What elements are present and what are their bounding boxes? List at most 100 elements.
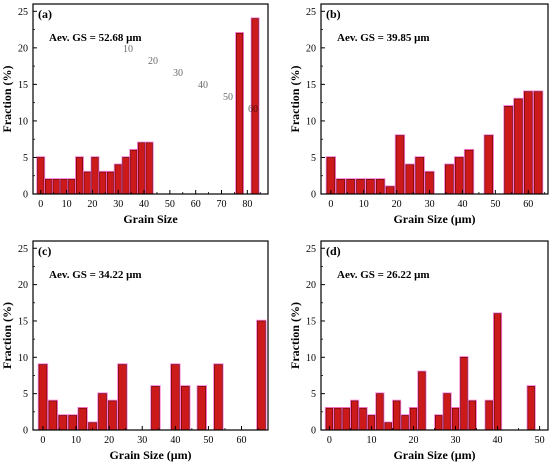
x-tick-label: 10: [71, 435, 81, 446]
y-tick-label: 25: [18, 244, 28, 255]
x-tick-label: 20: [104, 435, 114, 446]
bar: [376, 393, 384, 431]
bar: [68, 415, 77, 431]
x-axis-label: Grain Size (μm): [109, 448, 191, 462]
panel-c: 0 5 10 15 20 25 0 10 20 30 40 50 60 (c) Aev. GS = 34.2…: [0, 240, 269, 462]
bar: [435, 415, 443, 431]
y-tick-label: 15: [306, 316, 316, 327]
plot-frame: [32, 240, 269, 431]
bar: [484, 135, 494, 195]
faint-label: 20: [148, 56, 158, 67]
x-tick-label: 10: [366, 435, 376, 446]
y-tick-label: 25: [306, 244, 316, 255]
x-tick-label: 0: [327, 435, 332, 446]
faint-label: 50: [223, 92, 233, 103]
bar: [443, 393, 451, 431]
bar: [460, 357, 468, 431]
bar: [393, 400, 401, 431]
bar: [91, 157, 99, 195]
bar: [197, 386, 207, 431]
faint-label: 10: [123, 44, 133, 55]
x-tick-label: 0: [328, 199, 333, 210]
panel-tag: (a): [38, 7, 52, 21]
x-tick-label: 20: [392, 199, 402, 210]
bar: [334, 407, 342, 431]
y-tick-label: 15: [18, 80, 28, 91]
bar: [524, 91, 533, 195]
annotation: Aev. GS = 39.85 μm: [337, 32, 430, 44]
y-tick-label: 10: [18, 353, 28, 364]
x-tick-label: 40: [493, 435, 503, 446]
y-tick-label: 10: [306, 353, 316, 364]
x-tick-label: 20: [408, 435, 418, 446]
bar: [401, 415, 409, 431]
y-tick-label: 5: [23, 389, 28, 400]
bar: [257, 320, 266, 431]
bar: [418, 371, 426, 431]
bar: [356, 179, 365, 195]
y-tick-label: 25: [18, 7, 28, 18]
annotation: Aev. GS = 26.22 μm: [337, 269, 430, 281]
y-tick-label: 10: [18, 116, 28, 127]
x-tick-label: 40: [170, 435, 180, 446]
bar: [118, 364, 127, 431]
x-tick-label: 40: [139, 199, 149, 210]
x-tick-label: 0: [40, 435, 45, 446]
x-tick-label: 60: [237, 435, 247, 446]
plot-frame: [320, 3, 549, 195]
bar: [375, 179, 385, 195]
bar: [395, 135, 405, 195]
y-tick-label: 20: [306, 43, 316, 54]
bar: [78, 407, 87, 431]
faint-label: 30: [173, 68, 183, 79]
bar: [171, 364, 180, 431]
bar: [58, 415, 68, 431]
bar: [336, 179, 345, 195]
bar: [130, 149, 138, 195]
bar: [493, 313, 502, 431]
x-tick-label: 60: [191, 199, 201, 210]
y-tick-label: 0: [23, 426, 28, 437]
x-tick-label: 40: [457, 199, 467, 210]
x-tick-label: 30: [451, 435, 461, 446]
bar: [415, 157, 424, 195]
panel-tag: (d): [326, 244, 341, 258]
bar: [533, 91, 543, 195]
y-tick-label: 15: [306, 80, 316, 91]
x-axis-label: Grain Size: [123, 212, 178, 226]
bar: [468, 400, 476, 431]
bar: [342, 407, 350, 431]
bar: [236, 32, 244, 195]
panel-b: 0 5 10 15 20 25 0 10 20 30 40 50 60 (b) Aev. GS = 39.8…: [288, 3, 549, 226]
y-tick-label: 20: [18, 280, 28, 291]
bar: [180, 386, 190, 431]
y-axis-label: Fraction (%): [288, 302, 302, 369]
faint-label: 60: [248, 104, 258, 115]
x-tick-label: 50: [535, 435, 545, 446]
panel-a: 0 5 10 15 20 25 0 10 20 30 40 50 60 70 80 10 20 30 40 50 60 (…: [0, 3, 269, 226]
bar: [68, 179, 76, 195]
bar: [445, 164, 454, 195]
y-axis-label: Fraction (%): [0, 66, 14, 133]
x-tick-label: 20: [87, 199, 97, 210]
y-tick-label: 5: [23, 153, 28, 164]
panel-tag: (b): [326, 7, 341, 21]
x-tick-label: 10: [359, 199, 369, 210]
x-axis-label: Grain Size (μm): [393, 212, 475, 226]
y-tick-label: 5: [311, 153, 316, 164]
bar: [384, 422, 392, 431]
x-tick-label: 0: [38, 199, 43, 210]
y-tick-label: 5: [311, 389, 316, 400]
x-tick-label: 30: [137, 435, 147, 446]
bar: [527, 386, 535, 431]
y-tick-label: 10: [306, 116, 316, 127]
bar: [48, 400, 58, 431]
bar: [98, 393, 107, 431]
bar: [464, 149, 474, 195]
bar: [366, 179, 375, 195]
x-tick-label: 50: [203, 435, 213, 446]
y-tick-label: 0: [23, 190, 28, 201]
bar: [38, 364, 48, 431]
plot-frame: [32, 3, 269, 195]
